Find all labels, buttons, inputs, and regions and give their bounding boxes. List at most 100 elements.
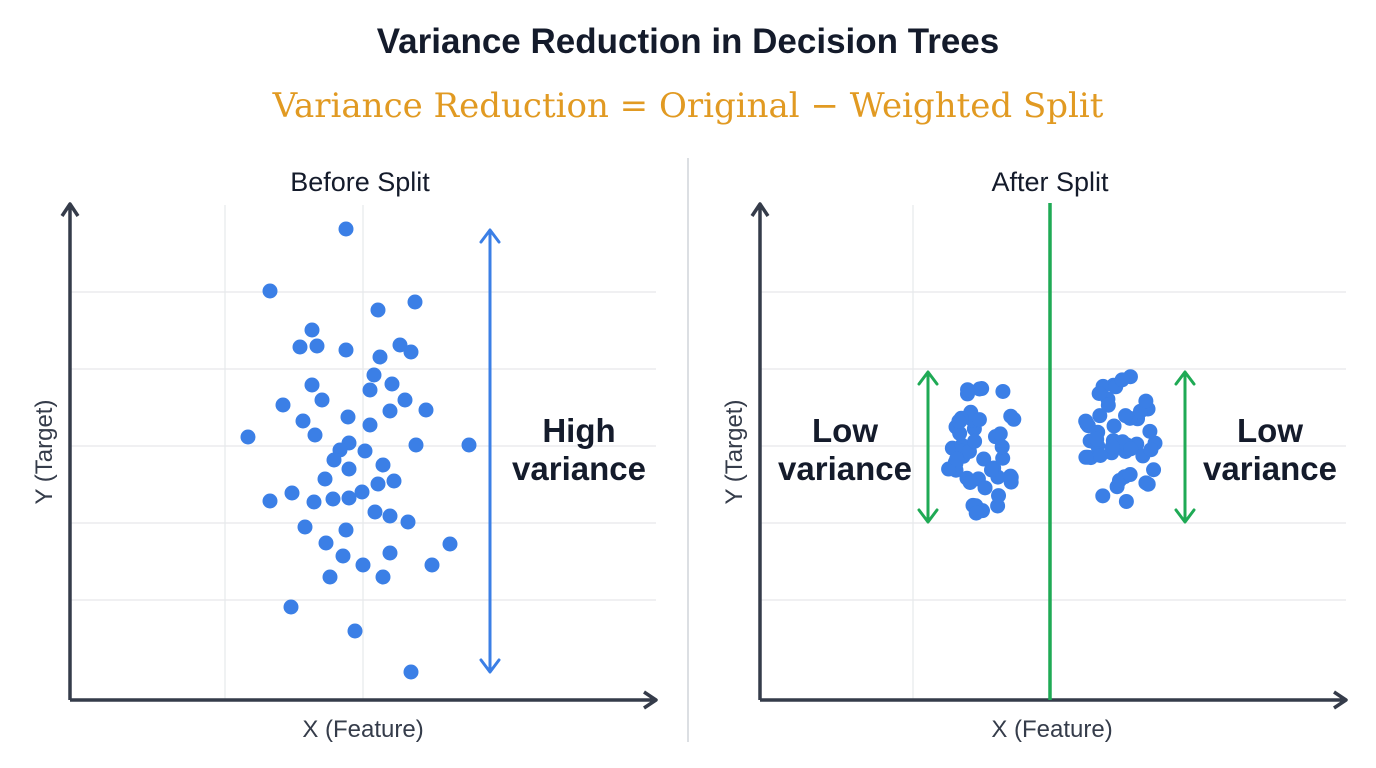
high-variance-label-line2: variance xyxy=(512,450,646,487)
data-point xyxy=(386,473,402,489)
data-point xyxy=(976,451,992,467)
high-variance-arrow xyxy=(479,228,501,674)
data-point xyxy=(995,383,1011,399)
before-split-points xyxy=(240,221,477,680)
data-point xyxy=(306,494,322,510)
grid xyxy=(760,205,1346,700)
data-point xyxy=(962,474,978,490)
data-point xyxy=(318,535,334,551)
data-point xyxy=(1095,488,1111,504)
data-point xyxy=(375,457,391,473)
data-point xyxy=(275,397,291,413)
data-point xyxy=(262,283,278,299)
low-variance-right-line1: Low xyxy=(1237,412,1303,449)
data-point xyxy=(408,437,424,453)
data-point xyxy=(424,557,440,573)
data-point xyxy=(1106,418,1122,434)
data-point xyxy=(941,461,957,477)
data-point xyxy=(283,599,299,615)
data-point xyxy=(338,522,354,538)
data-point xyxy=(384,376,400,392)
low-variance-right-line2: variance xyxy=(1203,450,1337,487)
before-split-panel: Before Split X (Feature) Y (Target) High… xyxy=(31,167,658,743)
data-point xyxy=(309,338,325,354)
data-point xyxy=(362,382,378,398)
high-variance-label-line1: High xyxy=(542,412,615,449)
formula: Variance Reduction = Original − Weighted… xyxy=(272,86,1104,126)
data-point xyxy=(397,392,413,408)
data-point xyxy=(295,413,311,429)
after-split-points xyxy=(941,369,1163,521)
data-point xyxy=(461,437,477,453)
data-point xyxy=(1118,408,1134,424)
data-point xyxy=(366,367,382,383)
data-point xyxy=(1003,408,1019,424)
data-point xyxy=(951,413,967,429)
data-point xyxy=(1122,467,1138,483)
data-point xyxy=(392,337,408,353)
data-point xyxy=(338,342,354,358)
data-point xyxy=(326,452,342,468)
data-point xyxy=(304,377,320,393)
data-point xyxy=(977,480,993,496)
data-point xyxy=(1123,441,1139,457)
data-point xyxy=(357,443,373,459)
data-point xyxy=(317,471,333,487)
data-point xyxy=(1104,439,1120,455)
before-split-title: Before Split xyxy=(290,167,430,197)
x-axis-label: X (Feature) xyxy=(991,716,1112,743)
data-point xyxy=(1114,372,1130,388)
data-point xyxy=(994,439,1010,455)
data-point xyxy=(382,403,398,419)
low-variance-arrow-right xyxy=(1174,370,1196,524)
data-point xyxy=(370,302,386,318)
data-point xyxy=(382,508,398,524)
data-point xyxy=(971,412,987,428)
data-point xyxy=(983,462,999,478)
data-point xyxy=(382,545,398,561)
data-point xyxy=(400,514,416,530)
data-point xyxy=(1143,442,1159,458)
y-axis xyxy=(750,202,770,700)
data-point xyxy=(347,623,363,639)
data-point xyxy=(338,221,354,237)
data-point xyxy=(1091,386,1107,402)
data-point xyxy=(1142,423,1158,439)
data-point xyxy=(1092,447,1108,463)
x-axis xyxy=(70,690,658,710)
data-point xyxy=(1092,408,1108,424)
data-point xyxy=(960,382,976,398)
data-point xyxy=(284,485,300,501)
data-point xyxy=(292,339,308,355)
data-point xyxy=(952,425,968,441)
data-point xyxy=(262,493,278,509)
low-variance-arrow-left xyxy=(917,370,939,524)
data-point xyxy=(991,488,1007,504)
data-point xyxy=(407,294,423,310)
low-variance-left-line2: variance xyxy=(778,450,912,487)
data-point xyxy=(354,484,370,500)
data-point xyxy=(1089,431,1105,447)
data-point xyxy=(403,344,419,360)
data-point xyxy=(992,426,1008,442)
data-point xyxy=(372,349,388,365)
data-point xyxy=(307,427,323,443)
data-point xyxy=(1140,476,1156,492)
data-point xyxy=(1003,474,1019,490)
data-point xyxy=(355,557,371,573)
data-point xyxy=(325,491,341,507)
y-axis-label: Y (Target) xyxy=(31,400,58,505)
y-axis xyxy=(60,202,80,700)
x-axis-label: X (Feature) xyxy=(302,716,423,743)
low-variance-left-line1: Low xyxy=(812,412,878,449)
data-point xyxy=(314,392,330,408)
data-point xyxy=(949,451,965,467)
after-split-panel: After Split X (Feature) Y (Target) Low v… xyxy=(721,167,1348,743)
data-point xyxy=(375,569,391,585)
data-point xyxy=(1078,413,1094,429)
data-point xyxy=(403,664,419,680)
data-point xyxy=(367,504,383,520)
after-split-title: After Split xyxy=(991,167,1109,197)
data-point xyxy=(335,548,351,564)
